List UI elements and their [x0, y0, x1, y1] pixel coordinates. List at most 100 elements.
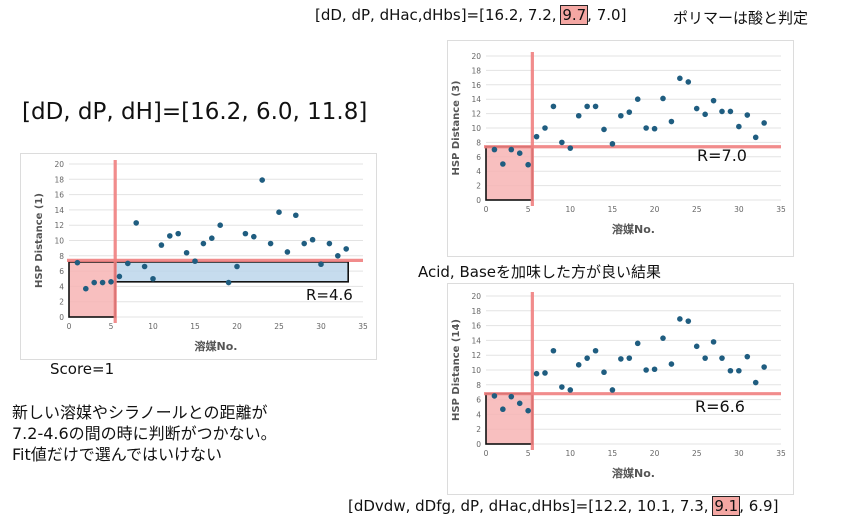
data-point: [516, 150, 523, 156]
y-tick-label: 14: [54, 206, 64, 215]
data-point: [744, 353, 751, 360]
data-point: [668, 118, 675, 125]
comment-line-1: 新しい溶媒やシラノールとの距離が: [12, 403, 268, 422]
y-tick-label: 0: [476, 440, 481, 449]
data-point: [309, 236, 316, 243]
data-point: [276, 209, 282, 215]
good-region-box: [68, 261, 117, 318]
data-point: [643, 125, 649, 131]
data-point: [533, 370, 540, 377]
data-point: [175, 230, 181, 237]
x-axis-title: 溶媒No.: [612, 222, 655, 236]
good-region-box: [485, 145, 534, 201]
x-tick-label: 15: [608, 205, 618, 214]
params-left: [dD, dP, dH]=[16.2, 6.0, 11.8]: [22, 99, 368, 125]
data-point: [601, 126, 607, 133]
data-point: [651, 366, 658, 373]
data-point: [133, 220, 139, 226]
x-tick-label: 15: [190, 322, 200, 331]
data-point: [752, 379, 759, 386]
data-point: [660, 335, 666, 341]
y-tick-label: 4: [59, 282, 64, 291]
data-point: [550, 347, 557, 354]
data-point: [209, 235, 215, 242]
data-point: [752, 134, 759, 141]
y-tick-label: 12: [54, 221, 64, 230]
x-tick-label: 25: [692, 449, 702, 458]
x-tick-label: 20: [650, 449, 660, 458]
data-point: [158, 242, 165, 248]
data-point: [626, 109, 633, 115]
y-tick-label: 20: [471, 52, 481, 61]
data-point: [91, 279, 97, 286]
y-tick-label: 2: [476, 425, 481, 434]
y-tick-label: 2: [59, 298, 64, 307]
data-point: [525, 407, 531, 414]
data-point: [318, 261, 324, 268]
data-point: [592, 347, 599, 354]
data-point: [251, 233, 257, 240]
y-tick-label: 12: [471, 110, 481, 119]
data-point: [702, 111, 708, 118]
y-tick-label: 14: [471, 95, 481, 104]
data-point: [677, 316, 683, 322]
data-point: [516, 400, 523, 407]
y-axis-title: HSP Distance (3): [451, 81, 462, 176]
data-point: [668, 361, 675, 367]
y-tick-label: 10: [54, 237, 64, 246]
y-tick-label: 14: [471, 336, 481, 345]
data-point: [693, 105, 700, 112]
data-point: [559, 384, 565, 390]
y-tick-label: 16: [54, 191, 64, 200]
x-tick-label: 30: [734, 449, 744, 458]
data-point: [542, 125, 548, 131]
x-tick-label: 10: [566, 205, 576, 214]
data-point: [335, 253, 341, 259]
x-tick-label: 0: [484, 205, 489, 214]
data-point: [567, 387, 574, 393]
data-point: [651, 125, 658, 132]
y-tick-label: 6: [59, 267, 64, 276]
y-tick-label: 10: [471, 366, 481, 375]
data-point: [727, 367, 734, 374]
y-axis-title: HSP Distance (1): [34, 193, 45, 288]
data-point: [491, 393, 498, 399]
chart-2: 0 2 4 6 8 10 12 14 16 18 20 0 5 10 15 20 25 30 35 溶媒No. HSP …: [451, 52, 786, 236]
y-tick-label: 16: [471, 81, 481, 90]
params-top-prefix: [dD, dP, dHac,dHbs]=[16.2, 7.2,: [315, 6, 562, 24]
x-tick-label: 25: [274, 322, 284, 331]
r-label-3: R=6.6: [695, 397, 745, 416]
chart-1: 0 2 4 6 8 10 12 14 16 18 20 0 5 10 15 20 25 30 35 溶媒No. HSP …: [34, 160, 368, 353]
data-point: [301, 240, 308, 247]
data-point: [710, 97, 717, 104]
x-tick-label: 25: [692, 205, 702, 214]
data-point: [559, 139, 565, 146]
y-tick-label: 8: [59, 252, 64, 261]
data-point: [491, 146, 498, 153]
y-tick-label: 0: [476, 196, 481, 205]
y-tick-label: 20: [471, 292, 481, 301]
data-point: [601, 369, 607, 376]
y-tick-label: 4: [476, 167, 481, 176]
params-bottom-prefix: [dDvdw, dDfg, dP, dHac,dHbs]=[12.2, 10.1…: [348, 497, 714, 515]
y-tick-label: 10: [471, 124, 481, 133]
note-polymer: ポリマーは酸と判定: [673, 9, 809, 27]
data-point: [74, 259, 81, 266]
note-acid-base: Acid, Baseを加味した方が良い結果: [418, 263, 661, 281]
y-tick-label: 18: [54, 175, 64, 184]
x-tick-label: 15: [608, 449, 618, 458]
y-tick-label: 6: [476, 153, 481, 162]
y-tick-label: 2: [476, 182, 481, 191]
y-tick-label: 18: [471, 307, 481, 316]
data-point: [634, 96, 641, 102]
data-point: [761, 364, 767, 370]
data-point: [183, 249, 190, 256]
data-point: [533, 133, 540, 140]
data-point: [677, 75, 683, 82]
data-point: [508, 146, 515, 153]
x-tick-label: 5: [526, 449, 531, 458]
data-point: [259, 177, 266, 183]
data-point: [293, 212, 299, 219]
comment-line-2: 7.2-4.6の間の時に判断がつかない。: [12, 424, 277, 443]
params-bottom: [dDvdw, dDfg, dP, dHac,dHbs]=[12.2, 10.1…: [348, 496, 778, 516]
